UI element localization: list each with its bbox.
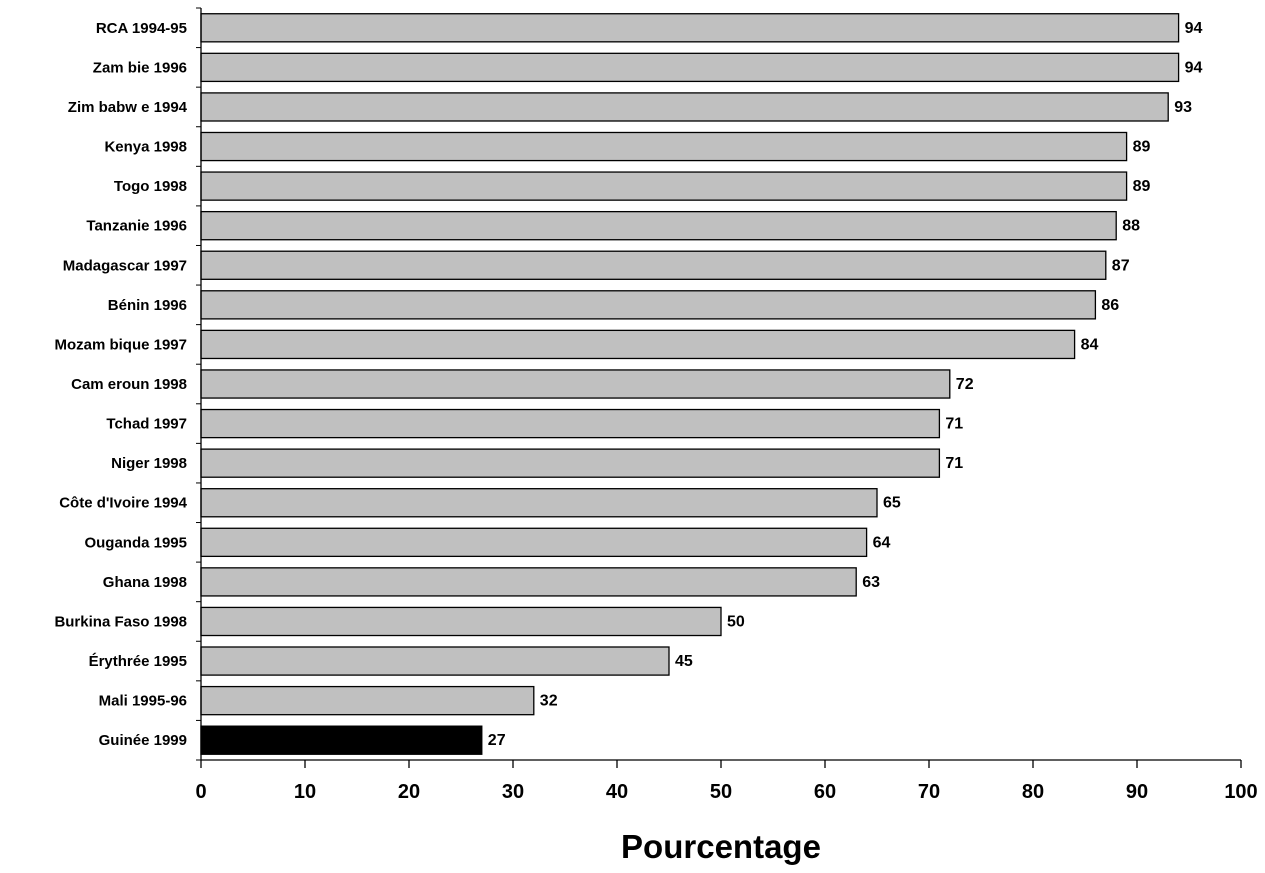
value-label-niger-1998: 71 <box>945 455 963 472</box>
bar-kenya-1998 <box>200 131 1128 162</box>
category-label-madagascar-1997: Madagascar 1997 <box>63 257 187 274</box>
category-label-mozam-bique-1997: Mozam bique 1997 <box>54 336 187 353</box>
value-label-tchad-1997: 71 <box>945 416 963 433</box>
category-label-mali-1995-96: Mali 1995-96 <box>99 693 187 710</box>
bar-ghana-1998 <box>200 567 857 597</box>
x-tick-label-40: 40 <box>606 781 628 803</box>
x-tick-label-90: 90 <box>1126 781 1148 803</box>
x-tick-label-0: 0 <box>195 781 206 803</box>
bar-b-nin-1996 <box>200 290 1097 320</box>
value-label-rythr-e-1995: 45 <box>675 653 693 670</box>
bar-madagascar-1997 <box>200 250 1107 280</box>
value-label-b-nin-1996: 86 <box>1101 297 1119 314</box>
x-tick-label-60: 60 <box>814 781 836 803</box>
category-label-togo-1998: Togo 1998 <box>114 178 187 195</box>
bar-burkina-faso-1998 <box>200 606 722 637</box>
category-label-guin-e-1999: Guinée 1999 <box>99 732 187 749</box>
value-label-rca-1994-95: 94 <box>1185 20 1203 37</box>
category-label-cam-eroun-1998: Cam eroun 1998 <box>71 376 187 393</box>
category-label-zim-babw-e-1994: Zim babw e 1994 <box>68 99 188 116</box>
value-label-kenya-1998: 89 <box>1133 139 1151 156</box>
value-label-madagascar-1997: 87 <box>1112 257 1130 274</box>
bar-zim-babw-e-1994 <box>200 92 1169 122</box>
bar-rythr-e-1995 <box>200 646 670 676</box>
category-label-tchad-1997: Tchad 1997 <box>106 416 187 433</box>
bar-zam-bie-1996 <box>200 52 1180 83</box>
category-label-tanzanie-1996: Tanzanie 1996 <box>86 218 187 235</box>
category-label-ouganda-1995: Ouganda 1995 <box>84 534 187 551</box>
value-label-mozam-bique-1997: 84 <box>1081 336 1099 353</box>
category-label-zam-bie-1996: Zam bie 1996 <box>93 59 187 76</box>
category-label-c-te-d-ivoire-1994: Côte d'Ivoire 1994 <box>59 495 187 512</box>
category-label-ghana-1998: Ghana 1998 <box>103 574 187 591</box>
category-label-niger-1998: Niger 1998 <box>111 455 187 472</box>
category-label-kenya-1998: Kenya 1998 <box>104 139 187 156</box>
x-tick-label-80: 80 <box>1022 781 1044 803</box>
value-label-togo-1998: 89 <box>1133 178 1151 195</box>
bar-togo-1998 <box>200 171 1128 201</box>
bar-tanzanie-1996 <box>200 210 1117 241</box>
bar-mali-1995-96 <box>200 685 535 716</box>
bar-rca-1994-95 <box>200 13 1180 43</box>
value-label-tanzanie-1996: 88 <box>1122 218 1140 235</box>
value-label-ouganda-1995: 64 <box>873 534 891 551</box>
bar-c-te-d-ivoire-1994 <box>200 488 878 518</box>
bar-guin-e-1999 <box>200 725 483 755</box>
x-axis-title: Pourcentage <box>621 828 821 865</box>
labels-layer: RCA 1994-95 94 Zam bie 1996 94 Zim babw e 19… <box>54 20 1257 803</box>
value-label-guin-e-1999: 27 <box>488 732 506 749</box>
x-tick-label-20: 20 <box>398 781 420 803</box>
value-label-burkina-faso-1998: 50 <box>727 613 745 630</box>
category-label-rythr-e-1995: Érythrée 1995 <box>89 653 187 670</box>
value-label-c-te-d-ivoire-1994: 65 <box>883 495 901 512</box>
category-label-rca-1994-95: RCA 1994-95 <box>96 20 187 37</box>
value-label-ghana-1998: 63 <box>862 574 880 591</box>
x-tick-label-10: 10 <box>294 781 316 803</box>
bar-cam-eroun-1998 <box>200 369 951 399</box>
bar-mozam-bique-1997 <box>200 329 1076 360</box>
value-label-zim-babw-e-1994: 93 <box>1174 99 1192 116</box>
bar-niger-1998 <box>200 448 941 478</box>
bars-layer <box>200 13 1180 755</box>
value-label-cam-eroun-1998: 72 <box>956 376 974 393</box>
x-tick-label-30: 30 <box>502 781 524 803</box>
bar-ouganda-1995 <box>200 527 868 558</box>
x-tick-label-70: 70 <box>918 781 940 803</box>
bar-tchad-1997 <box>200 408 941 439</box>
value-label-zam-bie-1996: 94 <box>1185 59 1203 76</box>
x-tick-label-100: 100 <box>1224 781 1257 803</box>
category-label-b-nin-1996: Bénin 1996 <box>108 297 187 314</box>
value-label-mali-1995-96: 32 <box>540 693 558 710</box>
axis-layer <box>196 7 1242 768</box>
x-tick-label-50: 50 <box>710 781 732 803</box>
category-label-burkina-faso-1998: Burkina Faso 1998 <box>54 613 187 630</box>
